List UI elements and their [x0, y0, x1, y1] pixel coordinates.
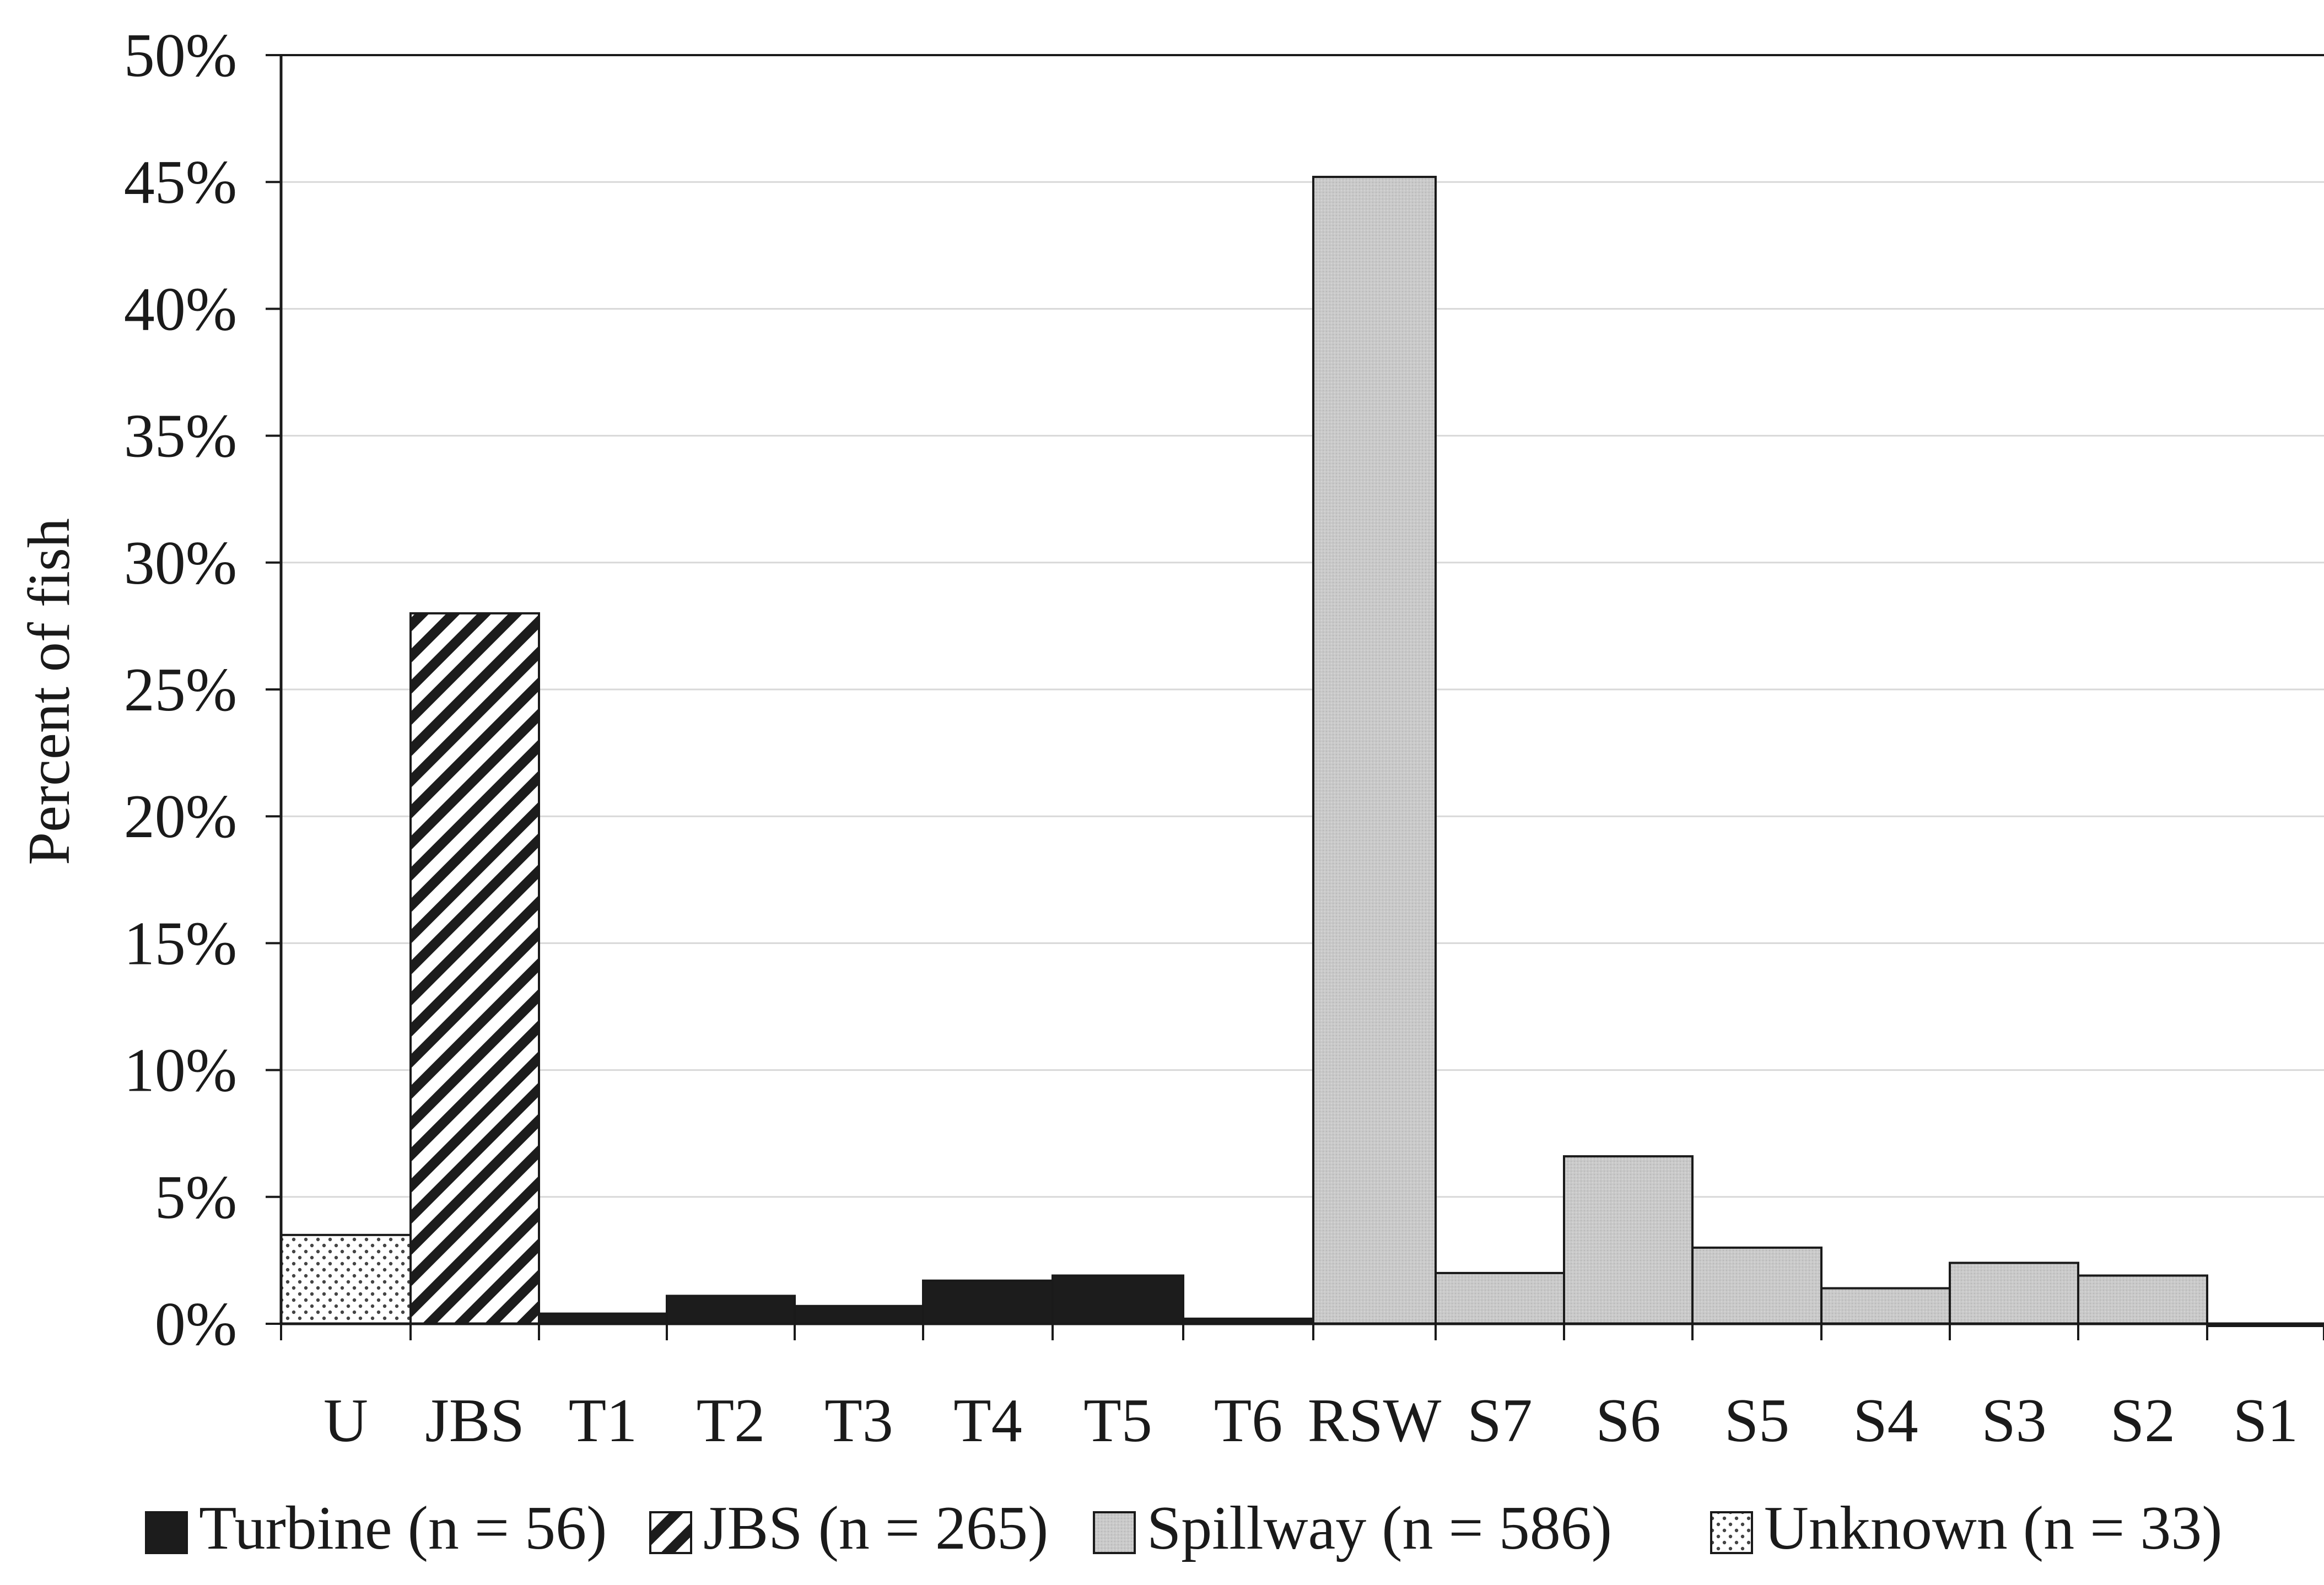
x-category-label: JBS	[425, 1387, 525, 1455]
y-tick-label: 40%	[124, 275, 237, 343]
x-category-label: T3	[824, 1387, 893, 1455]
bar-t2	[666, 1295, 796, 1325]
y-tick-labels: 0% 5% 10% 15% 20% 25% 30% 35% 40% 45% 50%	[124, 21, 237, 1358]
bar-s6	[1563, 1155, 1694, 1325]
bar-t1	[538, 1312, 668, 1325]
bars	[280, 175, 2324, 1327]
x-category-label: T5	[1083, 1387, 1152, 1455]
y-tick-label: 25%	[124, 656, 237, 724]
bar-u	[280, 1233, 412, 1325]
y-tick-label: 5%	[155, 1163, 237, 1232]
legend: Turbine (n = 56) JBS (n = 265) Spillway (n…	[145, 1494, 2223, 1562]
bar-s5	[1691, 1246, 1822, 1325]
y-tick-label: 30%	[124, 529, 237, 597]
x-category-label: S4	[1853, 1387, 1918, 1455]
bar-s2	[2077, 1274, 2208, 1325]
x-category-label: U	[323, 1387, 368, 1455]
x-category-label: T2	[697, 1387, 765, 1455]
bar-t4	[922, 1279, 1054, 1325]
x-category-label: T1	[569, 1387, 637, 1455]
y-tick-label: 20%	[124, 783, 237, 851]
bar-jbs	[409, 612, 540, 1325]
y-axis-title: Percent of fish	[17, 518, 82, 865]
x-category-labels: U JBS T1 T2 T3 T4 T5 T6 RSW S7 S6 S5 S4 S3 S2 S1	[323, 1387, 2298, 1455]
legend-label-unknown: Unknown (n = 33)	[1764, 1494, 2223, 1562]
bar-s3	[1949, 1261, 2079, 1325]
y-axis-title-group: Percent of fish	[17, 518, 82, 865]
legend-label-spillway: Spillway (n = 586)	[1147, 1494, 1612, 1562]
gridlines	[281, 54, 2324, 1198]
legend-label-jbs: JBS (n = 265)	[703, 1494, 1048, 1562]
x-category-label: T4	[953, 1387, 1022, 1455]
x-category-label: RSW	[1308, 1387, 1442, 1455]
x-category-label: S1	[2233, 1387, 2298, 1455]
y-tick-label: 0%	[155, 1290, 237, 1358]
bar-s4	[1820, 1287, 1951, 1325]
legend-swatch-spillway	[1093, 1511, 1136, 1554]
x-category-label: T6	[1214, 1387, 1282, 1455]
legend-swatch-unknown	[1710, 1511, 1753, 1554]
y-tick-label: 35%	[124, 402, 237, 471]
bar-t5	[1052, 1274, 1184, 1325]
x-category-label: S5	[1724, 1387, 1789, 1455]
bar-t3	[794, 1304, 924, 1325]
bar-rsw	[1312, 175, 1437, 1325]
y-tick-label: 10%	[124, 1037, 237, 1105]
legend-label-turbine: Turbine (n = 56)	[199, 1494, 607, 1562]
x-category-label: S3	[1981, 1387, 2046, 1455]
x-category-label: S7	[1467, 1387, 1532, 1455]
x-category-label: S6	[1595, 1387, 1660, 1455]
axes	[266, 54, 2324, 1340]
y-tick-label: 45%	[124, 148, 237, 217]
bar-s7	[1435, 1271, 1565, 1325]
legend-swatch-turbine	[145, 1511, 188, 1554]
y-tick-label: 15%	[124, 909, 237, 978]
y-tick-label: 50%	[124, 21, 237, 90]
legend-swatch-jbs	[649, 1511, 692, 1554]
x-category-label: S2	[2110, 1387, 2175, 1455]
